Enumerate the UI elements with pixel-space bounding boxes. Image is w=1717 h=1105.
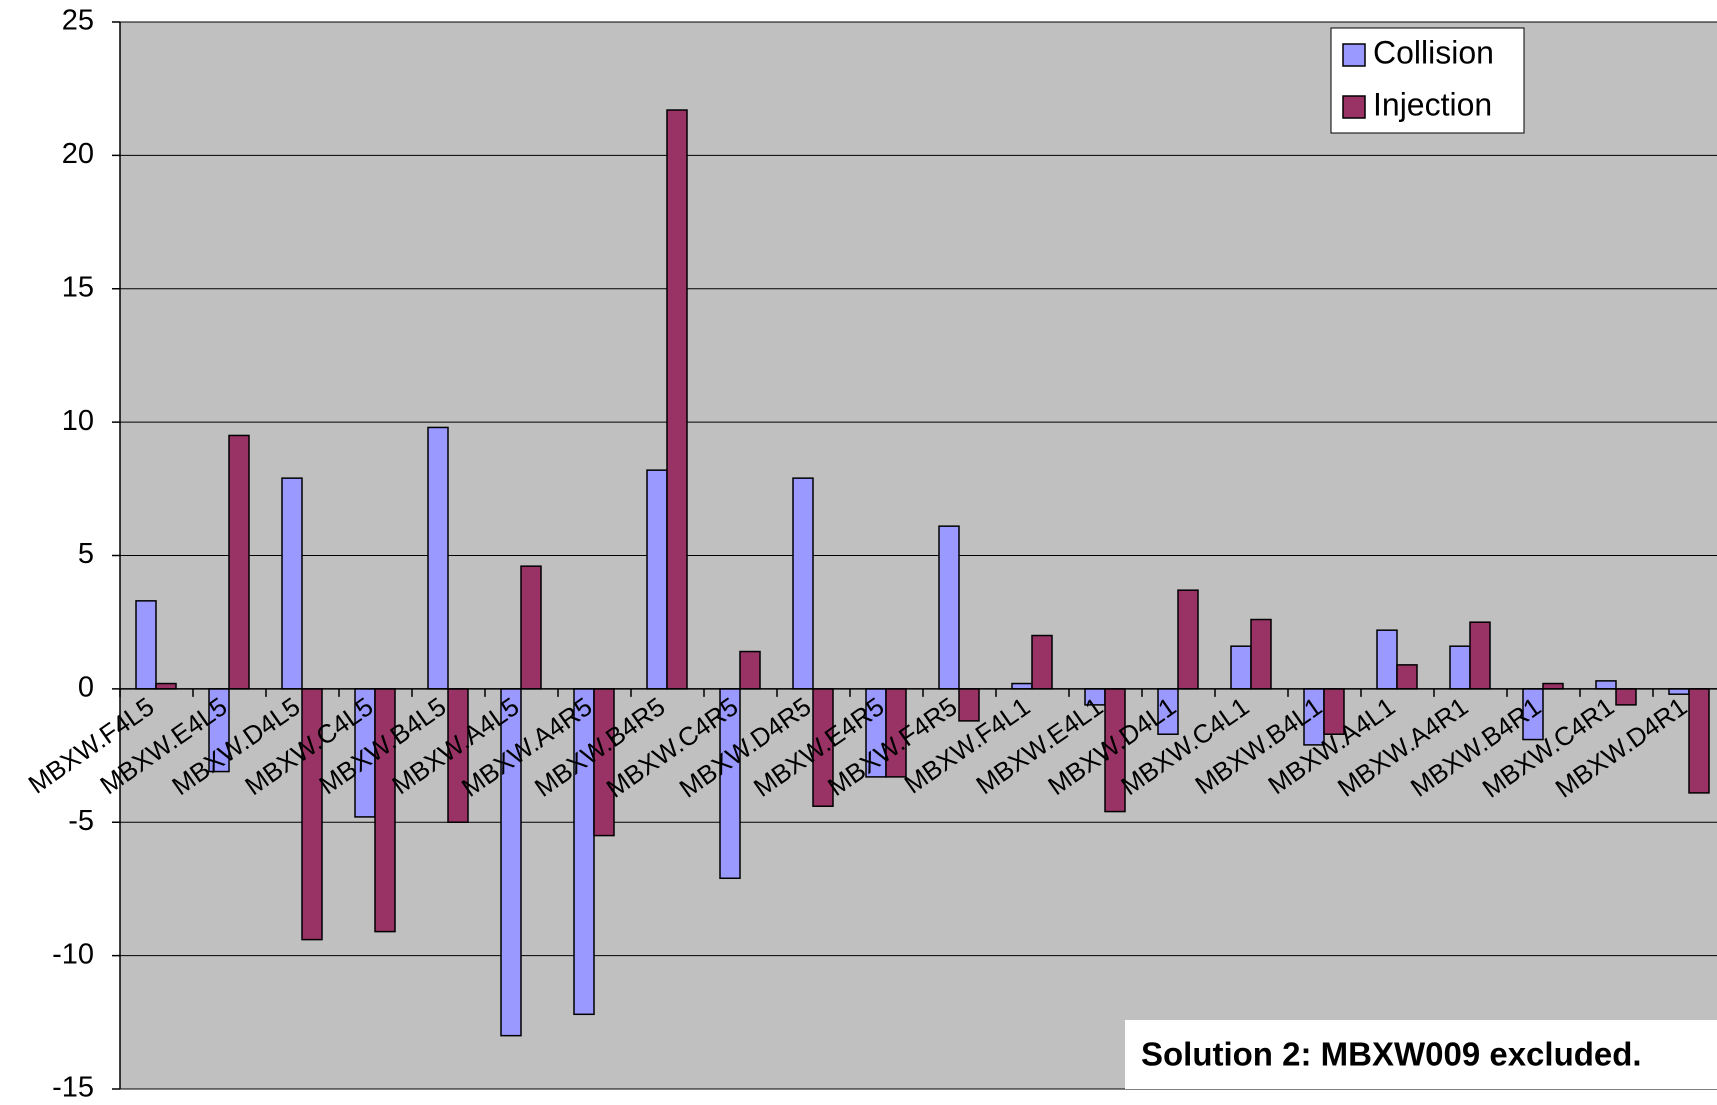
bar-injection-17 [1396,664,1418,690]
y-tick-label-5: 10 [62,405,94,437]
y-tick-label-8: 25 [62,5,94,37]
legend-label-injection: Injection [1373,86,1492,122]
annotation-background [1125,1020,1717,1089]
legend-label-collision: Collision [1373,34,1494,70]
bar-injection-12 [1031,634,1053,690]
bar-collision-9 [792,477,814,690]
y-tick-labels: -15 -10 -5 0 5 10 15 20 25 [52,5,94,1104]
bar-injection-21 [1688,688,1710,794]
bar-collision-4 [427,426,449,690]
y-tick-label-6: 15 [62,271,94,303]
bar-collision-20 [1595,680,1617,690]
bar-injection-1 [228,434,250,690]
bar-collision-2 [281,477,303,690]
bar-injection-5 [520,565,542,690]
y-tick-label-2: -5 [68,805,94,837]
bar-collision-15 [1230,645,1252,690]
annotation-text: Solution 2: MBXW009 excluded. [1141,1036,1642,1073]
bar-injection-7 [666,109,688,690]
axes [112,21,1717,1090]
y-tick-label-0: -15 [52,1072,94,1100]
bar-injection-18 [1469,621,1491,690]
bar-collision-11 [938,525,960,690]
bar-collision-0 [135,600,157,690]
legend: Collision Injection [1330,27,1525,134]
y-tick-label-4: 5 [78,538,94,570]
bar-injection-14 [1177,589,1199,690]
bar-injection-15 [1250,618,1272,690]
bar-injection-0 [155,682,177,690]
y-tick-label-7: 20 [62,138,94,170]
y-tick-label-1: -10 [52,938,94,970]
bar-injection-8 [739,650,761,690]
annotation-box: Solution 2: MBXW009 excluded. [1125,1020,1717,1089]
bar-collision-18 [1449,645,1471,690]
y-tick-label-3: 0 [78,672,94,704]
bar-collision-12 [1011,682,1033,690]
legend-swatch-injection [1342,95,1366,119]
bars [135,109,1710,1037]
legend-swatch-collision [1342,43,1366,67]
bar-collision-7 [646,469,668,690]
bar-collision-17 [1376,629,1398,690]
bar-injection-19 [1542,682,1564,690]
bar-injection-20 [1615,688,1637,706]
